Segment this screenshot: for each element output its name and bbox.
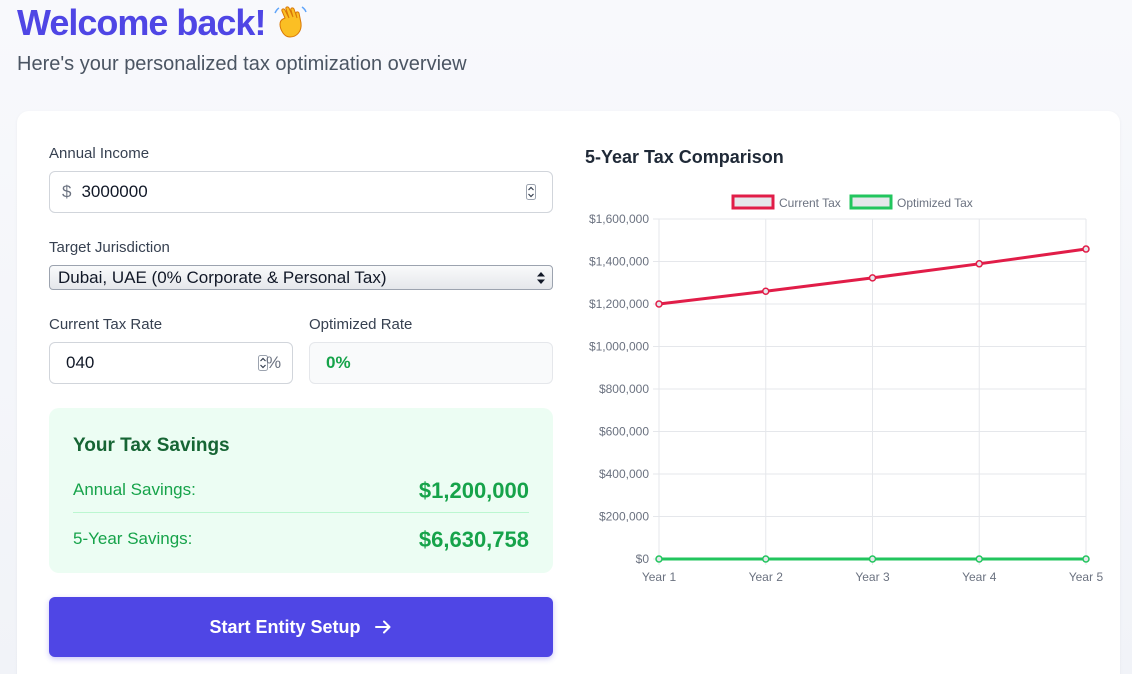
page-subtitle: Here's your personalized tax optimizatio… (17, 53, 467, 75)
x-tick-label: Year 4 (962, 570, 997, 584)
annual-income-value: 3000000 (81, 182, 148, 201)
optimized-rate-display: 0% (309, 342, 553, 384)
five-year-savings-label: 5-Year Savings: (73, 529, 193, 548)
data-point (1082, 555, 1090, 563)
data-point (975, 555, 983, 563)
five-year-savings-value: $6,630,758 (418, 527, 529, 552)
annual-savings-label: Annual Savings: (73, 480, 196, 499)
arrow-right-icon (374, 620, 390, 634)
start-entity-setup-button[interactable]: Start Entity Setup (49, 597, 553, 657)
y-tick-label: $600,000 (599, 425, 649, 439)
data-point (655, 300, 663, 308)
chart-title: 5-Year Tax Comparison (585, 147, 784, 167)
y-tick-label: $0 (636, 552, 650, 566)
x-tick-label: Year 2 (749, 570, 784, 584)
jurisdiction-selected-value: Dubai, UAE (0% Corporate & Personal Tax) (58, 267, 387, 287)
y-tick-label: $200,000 (599, 510, 649, 524)
number-spinner-icon[interactable] (258, 355, 268, 371)
data-point (655, 555, 663, 563)
data-point (868, 274, 877, 282)
x-tick-label: Year 3 (855, 570, 890, 584)
savings-title: Your Tax Savings (73, 435, 230, 456)
current-tax-rate-value: 040 (66, 353, 95, 372)
data-point (762, 287, 770, 295)
data-point (975, 260, 983, 268)
percent-symbol: % (266, 353, 282, 372)
currency-symbol: $ (62, 182, 72, 201)
y-tick-label: $1,400,000 (589, 255, 649, 269)
tax-comparison-chart: $0 $200,000 $400,000 $600,000 $800,000 $1,000… (589, 194, 1104, 584)
optimized-rate-label: Optimized Rate (309, 316, 413, 333)
data-point (1082, 245, 1090, 253)
savings-divider (73, 512, 529, 513)
y-tick-label: $1,600,000 (589, 212, 649, 226)
legend-current-tax-label: Current Tax (779, 196, 841, 210)
annual-savings-value: $1,200,000 (418, 478, 529, 503)
page-title: Welcome back! (17, 2, 311, 44)
current-tax-rate-label: Current Tax Rate (49, 316, 163, 333)
legend-optimized-tax-swatch (849, 194, 893, 210)
y-tick-label: $400,000 (599, 467, 649, 481)
tax-savings-panel: Your Tax Savings Annual Savings: $1,200,… (49, 408, 553, 573)
legend-current-tax-swatch (731, 194, 775, 210)
number-spinner-icon[interactable] (526, 184, 536, 200)
jurisdiction-select[interactable]: Dubai, UAE (0% Corporate & Personal Tax) (49, 265, 553, 290)
page-title-text: Welcome back! (17, 2, 266, 43)
tax-overview-card: Annual Income $ 3000000 Target Jurisdict… (17, 111, 1120, 674)
data-point (762, 555, 770, 563)
annual-income-label: Annual Income (49, 145, 150, 162)
y-tick-label: $800,000 (599, 382, 649, 396)
data-point (868, 555, 877, 563)
x-tick-label: Year 5 (1069, 570, 1104, 584)
jurisdiction-label: Target Jurisdiction (49, 239, 170, 256)
start-entity-setup-label: Start Entity Setup (209, 616, 361, 637)
current-tax-rate-input[interactable]: 040 (49, 342, 293, 384)
waving-hand-icon (274, 6, 308, 38)
y-tick-label: $1,000,000 (589, 340, 649, 354)
annual-income-input[interactable]: $ 3000000 (49, 171, 553, 213)
legend-optimized-tax-label: Optimized Tax (897, 196, 973, 210)
select-arrows-icon (537, 271, 545, 284)
y-tick-label: $1,200,000 (589, 297, 649, 311)
x-tick-label: Year 1 (642, 570, 677, 584)
optimized-rate-value: 0% (326, 353, 351, 372)
